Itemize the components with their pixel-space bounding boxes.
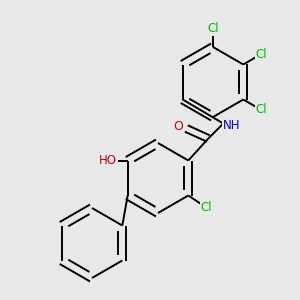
Text: Cl: Cl (200, 201, 212, 214)
Text: HO: HO (99, 154, 117, 167)
Text: Cl: Cl (256, 48, 267, 61)
Text: NH: NH (223, 119, 240, 132)
Text: Cl: Cl (207, 22, 219, 35)
Text: O: O (173, 120, 183, 133)
Text: Cl: Cl (256, 103, 267, 116)
